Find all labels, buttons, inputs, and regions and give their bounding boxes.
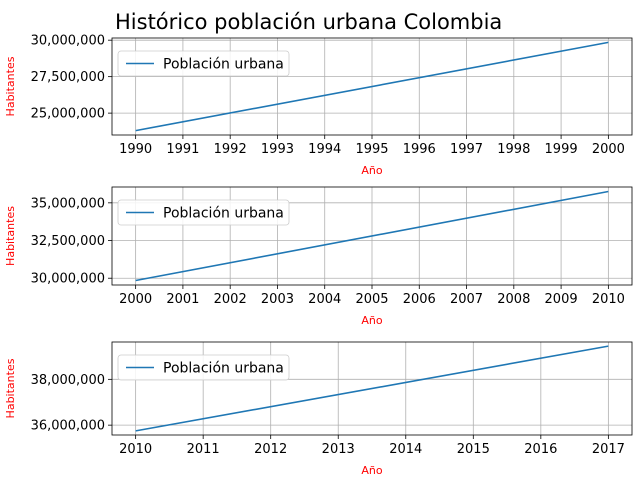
- x-tick-label: 1993: [261, 142, 294, 157]
- x-tick-label: 1998: [497, 142, 530, 157]
- subplot-2: 2000 2001 2002 2003 2004 2005 2006 2007 2008 2009…: [4, 186, 633, 327]
- x-tick-label: 2013: [322, 442, 355, 457]
- axes-frame: [111, 37, 633, 136]
- legend: Población urbana: [117, 354, 290, 381]
- y-axis-label: Habitantes: [4, 358, 17, 418]
- legend-label: Población urbana: [163, 206, 284, 222]
- x-tick-label: 2007: [450, 292, 483, 307]
- x-tick-label: 1999: [545, 142, 578, 157]
- x-tick-label: 2010: [119, 442, 152, 457]
- x-tick-label: 2001: [166, 292, 199, 307]
- subplot-3: 2010 2011 2012 2013 2014 2015 2016 2017 36,000,0…: [4, 341, 633, 477]
- x-tick-label: 2016: [524, 442, 557, 457]
- x-tick-label: 1995: [355, 142, 388, 157]
- legend-label: Población urbana: [163, 361, 284, 377]
- subplot-1: 1990 1991 1992 1993 1994 1995 1996 1997 1998 1999…: [4, 34, 633, 177]
- subplots: 1990 1991 1992 1993 1994 1995 1996 1997 1998 1999…: [4, 34, 633, 477]
- axes-frame: [111, 186, 633, 286]
- y-tick-label: 30,000,000: [31, 34, 105, 49]
- x-tick-label: 2015: [457, 442, 490, 457]
- x-tick-label: 2008: [497, 292, 530, 307]
- x-tick-label: 2006: [403, 292, 436, 307]
- y-tick-label: 27,500,000: [31, 70, 105, 85]
- axes-frame: [111, 341, 633, 436]
- x-tick-label: 1992: [214, 142, 247, 157]
- x-tick-label: 2002: [214, 292, 247, 307]
- x-tick-label: 2004: [308, 292, 341, 307]
- legend-box: [117, 199, 290, 226]
- x-tick-label: 2012: [254, 442, 287, 457]
- y-tick-label: 30,000,000: [31, 272, 105, 287]
- x-tick-label: 2017: [592, 442, 625, 457]
- y-tick-label: 35,000,000: [31, 196, 105, 211]
- x-tick-label: 1990: [119, 142, 152, 157]
- series-line-1: [135, 41, 609, 132]
- x-tick-label: 1997: [450, 142, 483, 157]
- y-tick-label: 38,000,000: [31, 373, 105, 388]
- x-tick-label: 1991: [166, 142, 199, 157]
- y-tick-label: 25,000,000: [31, 107, 105, 122]
- legend-box: [117, 354, 290, 381]
- y-axis-label: Habitantes: [4, 56, 17, 116]
- x-tick-label: 1996: [403, 142, 436, 157]
- series-line-1: [135, 345, 609, 432]
- x-tick-label: 2005: [355, 292, 388, 307]
- x-tick-label: 2000: [592, 142, 625, 157]
- legend-box: [117, 50, 290, 77]
- x-tick-label: 2010: [592, 292, 625, 307]
- series-line-1: [135, 190, 609, 282]
- x-tick-label: 2014: [389, 442, 422, 457]
- x-tick-label: 1994: [308, 142, 341, 157]
- x-axis-label: Año: [361, 314, 382, 327]
- x-axis-label: Año: [361, 464, 382, 477]
- legend: Población urbana: [117, 50, 290, 77]
- legend-label: Población urbana: [163, 57, 284, 73]
- y-axis-label: Habitantes: [4, 206, 17, 266]
- figure-title: Histórico población urbana Colombia: [115, 10, 502, 34]
- y-tick-label: 36,000,000: [31, 419, 105, 434]
- x-tick-label: 2009: [545, 292, 578, 307]
- y-tick-label: 32,500,000: [31, 234, 105, 249]
- x-tick-label: 2011: [187, 442, 220, 457]
- x-tick-label: 2000: [119, 292, 152, 307]
- x-tick-label: 2003: [261, 292, 294, 307]
- x-axis-label: Año: [361, 164, 382, 177]
- legend: Población urbana: [117, 199, 290, 226]
